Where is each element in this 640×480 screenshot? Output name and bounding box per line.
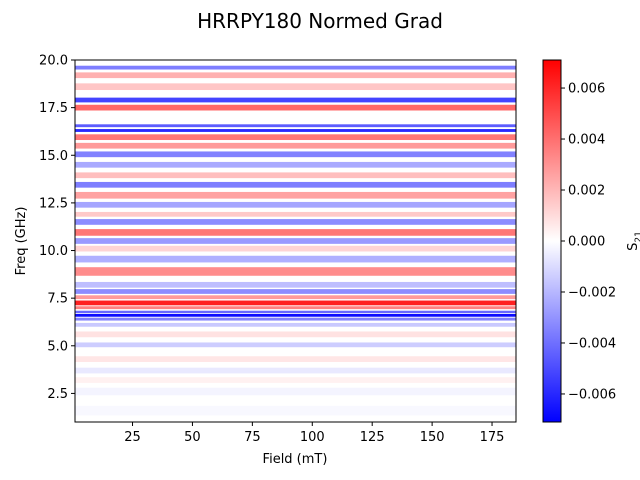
y-axis-ticks: 2.5 5.0 7.5 10.0 12.5 15.0 17.5 20.0 [39,54,75,402]
heatmap-band-36 [75,72,516,79]
heatmap-band-8 [75,317,516,321]
heatmap-band-29 [75,142,516,149]
y-tick-label: 20.0 [39,54,68,69]
y-axis-label: Freq (GHz) [14,207,29,276]
heatmap-band-33 [75,104,516,111]
heatmap-band-4 [75,356,516,362]
y-tick-label: 5.0 [47,339,68,354]
heatmap-band-24 [75,191,516,199]
x-tick-label: 50 [184,430,201,445]
colorbar-tick-label: −0.004 [568,336,616,351]
heatmap-band-37 [75,65,516,70]
heatmap-band-26 [75,172,516,179]
heatmap-band-25 [75,181,516,188]
heatmap-band-14 [75,289,516,294]
heatmap-band-30 [75,134,516,141]
colorbar-gradient [542,59,562,423]
colorbar-tick-label: 0.004 [568,133,605,148]
x-tick-label: 150 [420,430,445,445]
heatmap-band-34 [75,97,516,103]
x-tick-label: 100 [300,430,325,445]
heatmap-band-0 [75,405,516,416]
heatmap-band-10 [75,310,516,314]
heatmap-band-12 [75,300,516,306]
heatmap-band-7 [75,322,516,327]
chart-title: HRRPY180 Normed Grad [197,9,443,33]
y-tick-label: 2.5 [47,387,68,402]
heatmap-band-6 [75,331,516,338]
heatmap-bands [75,65,516,416]
colorbar-tick-label: 0.006 [568,82,605,97]
colorbar-tick-label: −0.002 [568,285,616,300]
y-tick-label: 7.5 [47,292,68,307]
heatmap-band-28 [75,151,516,158]
colorbar-tick-label: 0.000 [568,235,605,250]
x-axis-ticks: 25 50 75 100 125 150 175 [124,422,504,445]
plot-frame [74,59,517,423]
colorbar-tick-label: 0.002 [568,184,605,199]
heatmap-band-9 [75,313,516,317]
colorbar-label-main: S [626,243,640,251]
heatmap-band-11 [75,306,516,310]
heatmap-band-21 [75,219,516,225]
heatmap-band-20 [75,229,516,236]
heatmap-band-31 [75,129,516,132]
y-tick-label: 12.5 [39,196,68,211]
heatmap-band-23 [75,201,516,208]
x-tick-label: 175 [480,430,505,445]
heatmap-band-17 [75,255,516,263]
heatmap-band-13 [75,295,516,300]
x-tick-label: 25 [124,430,141,445]
heatmap-band-1 [75,387,516,396]
colorbar-label-sub: 21 [634,231,640,242]
x-tick-label: 75 [244,430,261,445]
heatmap-band-15 [75,281,516,288]
colorbar-tick-label: −0.006 [568,387,616,402]
heatmap-band-22 [75,211,516,217]
x-tick-label: 125 [360,430,385,445]
x-axis-label: Field (mT) [263,452,328,467]
heatmap-band-16 [75,267,516,276]
heatmap-band-18 [75,245,516,252]
colorbar: 0.006 0.004 0.002 0.000 −0.002 −0.004 −0.006 S… [542,59,640,423]
heatmap-band-35 [75,83,516,91]
colorbar-ticks: 0.006 0.004 0.002 0.000 −0.002 −0.004 −0.006 [561,82,616,402]
heatmap-band-5 [75,342,516,348]
y-tick-label: 15.0 [39,149,68,164]
heatmap-band-2 [75,377,516,383]
plot-area [74,59,517,423]
heatmap-band-3 [75,367,516,374]
colorbar-label: S21 [626,231,640,251]
y-tick-label: 17.5 [39,101,68,116]
heatmap-band-27 [75,161,516,168]
y-tick-label: 10.0 [39,244,68,259]
heatmap-band-19 [75,238,516,244]
heatmap-band-32 [75,124,516,128]
